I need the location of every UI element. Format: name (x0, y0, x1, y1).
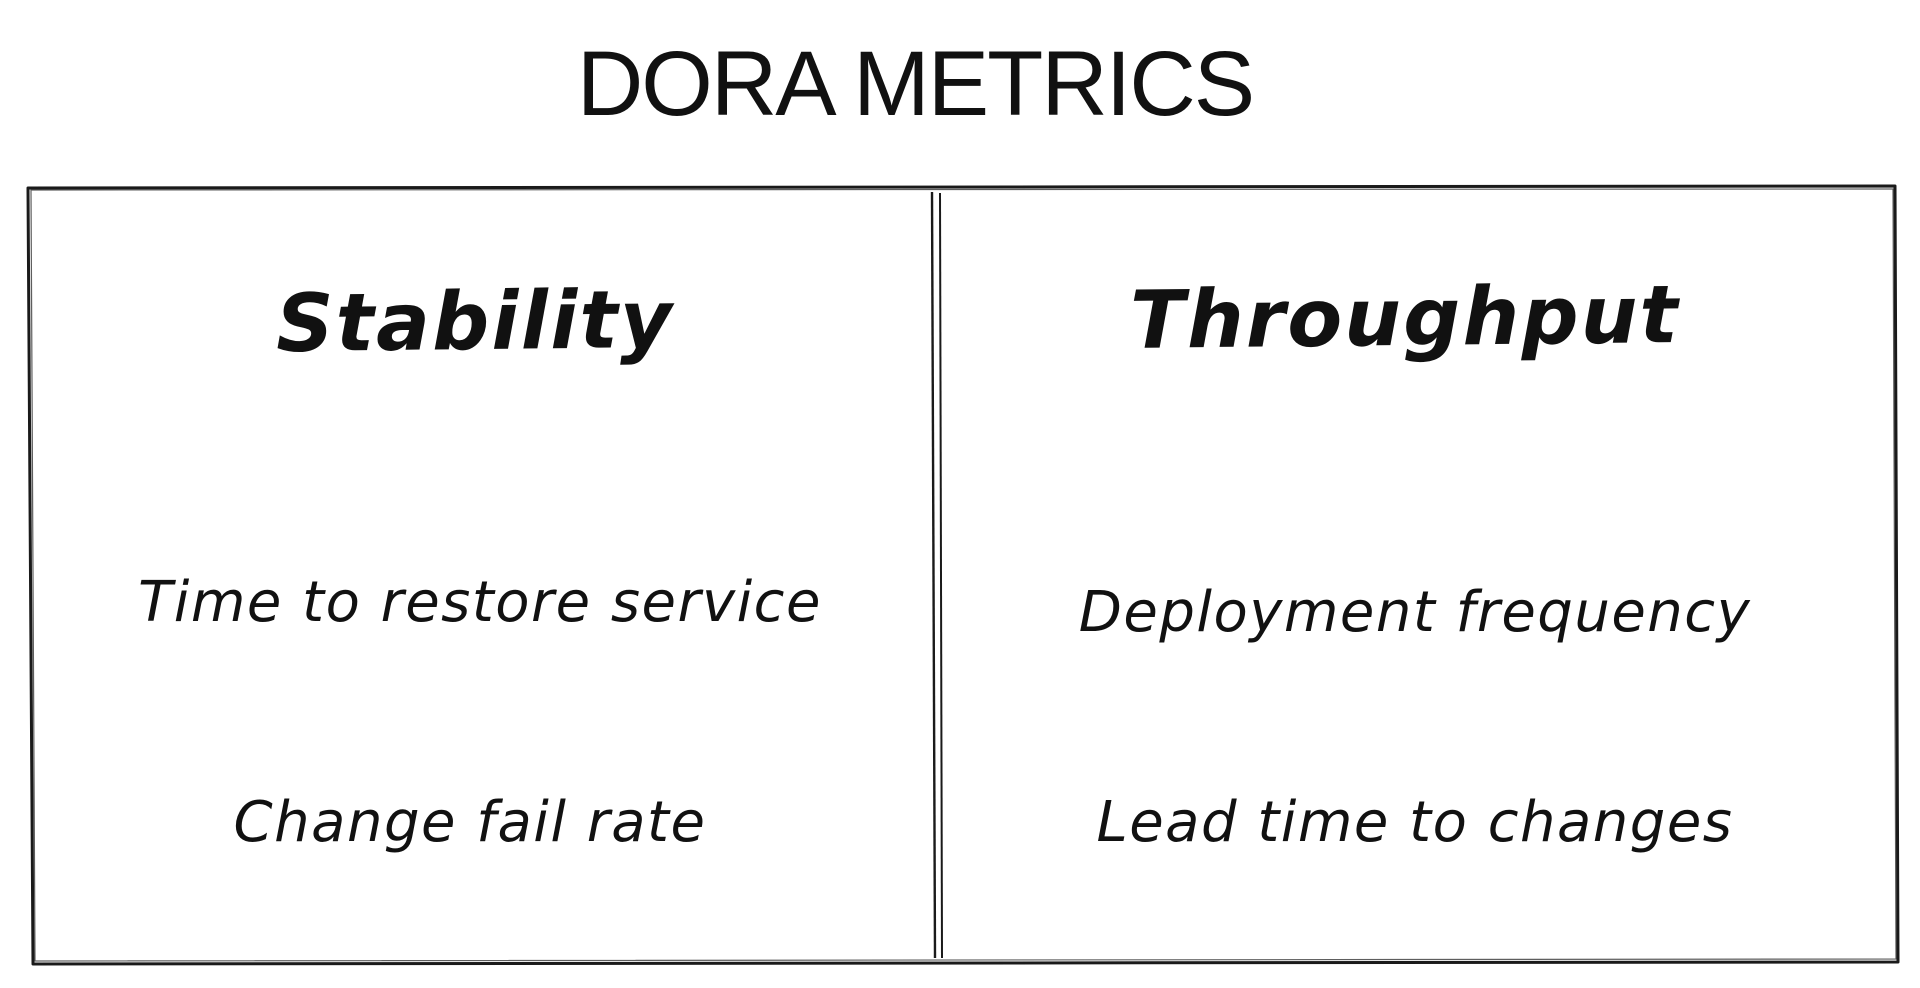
column-throughput: Throughput Deployment frequency Lead tim… (945, 190, 1890, 960)
box-outline (26, 184, 1900, 966)
column-divider-sketch (939, 192, 943, 959)
box-outline-sketch (30, 188, 1897, 962)
metric-time-to-restore-service: Time to restore service (138, 570, 822, 635)
metric-lead-time-to-changes: Lead time to changes (1096, 790, 1734, 855)
column-heading-throughput: Throughput (1129, 268, 1681, 367)
diagram-title: DORA METRICS (576, 33, 1255, 135)
column-stability: Stability Time to restore service Change… (40, 190, 930, 960)
column-heading-stability: Stability (275, 272, 675, 371)
metric-change-fail-rate: Change fail rate (233, 790, 707, 855)
column-divider (930, 191, 937, 959)
metric-deployment-frequency: Deployment frequency (1078, 580, 1752, 645)
